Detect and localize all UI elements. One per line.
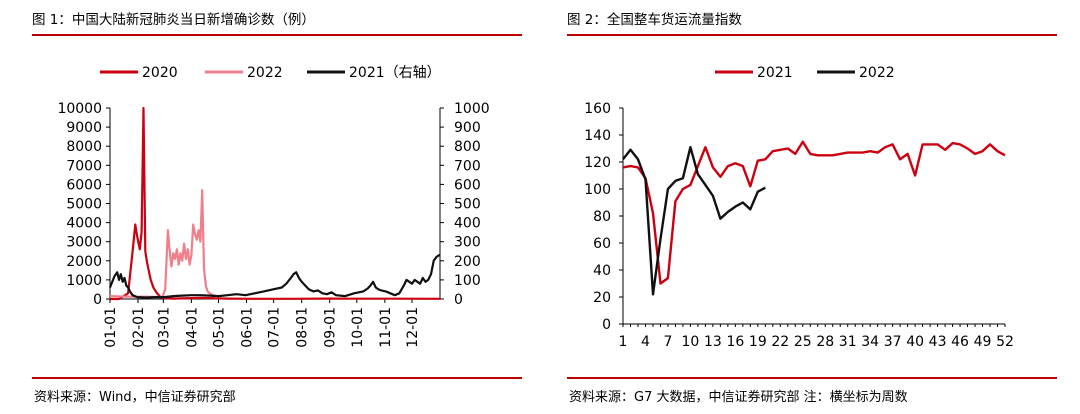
y-right-tick-label: 1000 (454, 101, 490, 117)
figure-1: 图 1：中国大陆新冠肺炎当日新增确诊数（例） 0 1000 2000 3000 4000… (32, 12, 522, 405)
figure-1-source: 资料来源：Wind，中信证券研究部 (34, 390, 236, 405)
x-tick-label: 40 (906, 334, 924, 350)
y-left-tick-label: 3000 (66, 235, 102, 251)
figure-1-top-rule (32, 34, 522, 36)
x-tick-label: 37 (884, 334, 902, 350)
y-tick-label: 100 (584, 182, 611, 198)
y-right-tick-label: 800 (454, 139, 481, 155)
figure-2-chart: 0 20 40 60 80 100 120 140 160 1 4 7 10 13 16 19 22 25 28 31… (584, 65, 1014, 350)
series-line-2 (108, 254, 441, 299)
figure-1-title: 图 1：中国大陆新冠肺炎当日新增确诊数（例） (32, 12, 315, 28)
x-tick-label: 22 (771, 334, 789, 350)
x-tick-label: 03-01 (156, 307, 172, 348)
x-tick-label: 4 (641, 334, 650, 350)
x-tick-label: 08-01 (295, 307, 311, 348)
figure-2-source: 资料来源：G7 大数据，中信证券研究部 注：横坐标为周数 (569, 390, 908, 405)
series-line-0 (110, 106, 441, 301)
y-right-tick-label: 200 (454, 254, 481, 270)
legend-label-1: 2022 (247, 65, 283, 81)
y-left-tick-label: 1000 (66, 273, 102, 289)
y-right-tick-label: 500 (454, 197, 481, 213)
x-tick-label: 07-01 (267, 307, 283, 348)
y-left-tick-label: 8000 (66, 139, 102, 155)
x-tick-label: 12-01 (405, 307, 421, 348)
x-tick-label: 34 (861, 334, 879, 350)
x-tick-label: 25 (794, 334, 812, 350)
x-tick-label: 06-01 (240, 307, 256, 348)
y-tick-label: 40 (593, 263, 611, 279)
y-right-tick-label: 600 (454, 177, 481, 193)
y-tick-label: 120 (584, 155, 611, 171)
x-tick-label: 31 (839, 334, 857, 350)
series-line-0 (622, 140, 1006, 285)
y-left-tick-label: 5000 (66, 197, 102, 213)
x-tick-label: 49 (974, 334, 992, 350)
x-tick-label: 04-01 (184, 307, 200, 348)
y-left-tick-label: 7000 (66, 158, 102, 174)
x-tick-label: 43 (929, 334, 947, 350)
y-left-tick-label: 0 (93, 292, 102, 308)
x-tick-label: 28 (816, 334, 834, 350)
x-tick-label: 01-01 (103, 307, 119, 348)
x-tick-label: 52 (996, 334, 1014, 350)
figure-2: 图 2：全国整车货运流量指数 0 20 40 60 80 100 120 140 160 1 4 7 1… (545, 0, 1080, 414)
x-tick-label: 02-01 (131, 307, 147, 348)
figure-1-bottom-rule (32, 377, 522, 379)
legend-label-0: 2020 (142, 65, 178, 81)
y-right-tick-label: 400 (454, 216, 481, 232)
y-right-tick-label: 900 (454, 120, 481, 136)
x-tick-label: 10 (681, 334, 699, 350)
figure-2-top-rule (567, 34, 1057, 36)
legend-label-1: 2022 (859, 65, 895, 81)
x-tick-label: 10-01 (350, 307, 366, 348)
legend-label-0: 2021 (757, 65, 793, 81)
x-tick-label: 1 (619, 334, 628, 350)
y-right-tick-label: 100 (454, 273, 481, 289)
y-left-tick-label: 9000 (66, 120, 102, 136)
x-tick-label: 19 (749, 334, 767, 350)
y-tick-label: 140 (584, 128, 611, 144)
figure-2-bottom-rule (567, 377, 1057, 379)
y-right-tick-label: 700 (454, 158, 481, 174)
series-line-1 (622, 145, 766, 296)
x-tick-label: 09-01 (323, 307, 339, 348)
x-tick-label: 05-01 (211, 307, 227, 348)
y-tick-label: 160 (584, 101, 611, 117)
y-tick-label: 20 (593, 290, 611, 306)
x-tick-label: 11-01 (378, 307, 394, 348)
y-left-tick-label: 6000 (66, 177, 102, 193)
series-line-1 (109, 189, 218, 299)
x-tick-label: 46 (951, 334, 969, 350)
y-tick-label: 80 (593, 209, 611, 225)
x-tick-label: 13 (704, 334, 722, 350)
figure-2-title: 图 2：全国整车货运流量指数 (567, 12, 742, 28)
y-right-tick-label: 0 (454, 292, 463, 308)
legend-label-2: 2021（右轴） (349, 65, 441, 81)
y-right-tick-label: 300 (454, 235, 481, 251)
y-left-tick-label: 4000 (66, 216, 102, 232)
figure-1-chart: 0100020003000400050006000700080009000100… (57, 65, 490, 348)
y-tick-label: 0 (602, 317, 611, 333)
x-tick-label: 7 (663, 334, 672, 350)
y-tick-label: 60 (593, 236, 611, 252)
y-left-tick-label: 2000 (66, 254, 102, 270)
y-left-tick-label: 10000 (57, 101, 102, 117)
x-tick-label: 16 (726, 334, 744, 350)
